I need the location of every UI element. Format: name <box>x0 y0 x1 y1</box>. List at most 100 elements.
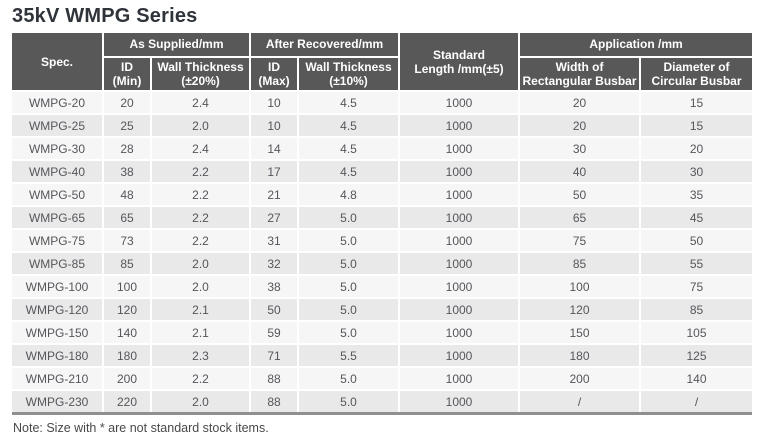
value-cell: 180 <box>519 344 642 369</box>
value-cell: 85 <box>519 252 642 277</box>
value-cell: 4.8 <box>298 183 401 208</box>
value-cell: 1000 <box>399 114 521 139</box>
spec-table: Spec. As Supplied/mm After Recovered/mm … <box>12 33 753 415</box>
value-cell: 1000 <box>399 367 521 392</box>
value-cell: 1000 <box>399 252 521 277</box>
value-cell: 200 <box>519 367 642 392</box>
value-cell: 1000 <box>399 137 521 162</box>
value-cell: 2.2 <box>151 367 252 392</box>
value-cell: 21 <box>250 183 300 208</box>
table-row: WMPG-120 120 2.1 50 5.0 1000 120 85 <box>12 298 753 323</box>
col-header-standard-length: Standard Length /mm(±5) <box>399 33 521 93</box>
value-cell: 5.0 <box>298 367 401 392</box>
table-row: WMPG-40 38 2.2 17 4.5 1000 40 30 <box>12 160 753 185</box>
value-cell: 85 <box>103 252 152 277</box>
footnote: Note: Size with * are not standard stock… <box>13 421 269 435</box>
spec-cell: WMPG-230 <box>12 390 104 414</box>
spec-cell: WMPG-25 <box>12 114 104 139</box>
value-cell: 14 <box>250 137 300 162</box>
value-cell: 85 <box>640 298 753 323</box>
value-cell: 73 <box>103 229 152 254</box>
value-cell: 59 <box>250 321 300 346</box>
table-row: WMPG-85 85 2.0 32 5.0 1000 85 55 <box>12 252 753 277</box>
value-cell: 48 <box>103 183 152 208</box>
table-body: WMPG-20 20 2.4 10 4.5 1000 20 15 WMPG-25 25 2.0 10 4… <box>12 91 753 414</box>
value-cell: 15 <box>640 91 753 116</box>
value-cell: 17 <box>250 160 300 185</box>
value-cell: 1000 <box>399 91 521 116</box>
col-header-diameter-circular-busbar: Diameter of Circular Busbar <box>640 57 753 93</box>
value-cell: 140 <box>103 321 152 346</box>
value-cell: 2.2 <box>151 183 252 208</box>
value-cell: 5.0 <box>298 275 401 300</box>
value-cell: 65 <box>519 206 642 231</box>
value-cell: 38 <box>250 275 300 300</box>
value-cell: 2.0 <box>151 275 252 300</box>
spec-cell: WMPG-210 <box>12 367 104 392</box>
col-header-wall-thickness-10: Wall Thickness (±10%) <box>298 57 401 93</box>
value-cell: 1000 <box>399 183 521 208</box>
value-cell: 120 <box>519 298 642 323</box>
value-cell: 28 <box>103 137 152 162</box>
header-sub-row: ID (Min) Wall Thickness (±20%) ID (Max) … <box>12 57 753 93</box>
spec-cell: WMPG-120 <box>12 298 104 323</box>
value-cell: 20 <box>519 114 642 139</box>
value-cell: 75 <box>640 275 753 300</box>
value-cell: 200 <box>103 367 152 392</box>
value-cell: 1000 <box>399 344 521 369</box>
spec-cell: WMPG-85 <box>12 252 104 277</box>
spec-cell: WMPG-100 <box>12 275 104 300</box>
value-cell: 31 <box>250 229 300 254</box>
table-row: WMPG-20 20 2.4 10 4.5 1000 20 15 <box>12 91 753 116</box>
value-cell: 1000 <box>399 390 521 414</box>
value-cell: 1000 <box>399 160 521 185</box>
value-cell: 38 <box>103 160 152 185</box>
value-cell: 100 <box>519 275 642 300</box>
value-cell: 10 <box>250 91 300 116</box>
value-cell: 140 <box>640 367 753 392</box>
table-row: WMPG-30 28 2.4 14 4.5 1000 30 20 <box>12 137 753 162</box>
value-cell: 105 <box>640 321 753 346</box>
value-cell: 71 <box>250 344 300 369</box>
value-cell: 2.1 <box>151 321 252 346</box>
value-cell: 50 <box>519 183 642 208</box>
col-header-id-min: ID (Min) <box>103 57 152 93</box>
table-row: WMPG-180 180 2.3 71 5.5 1000 180 125 <box>12 344 753 369</box>
table-header: Spec. As Supplied/mm After Recovered/mm … <box>12 33 753 93</box>
value-cell: 88 <box>250 390 300 414</box>
value-cell: 20 <box>519 91 642 116</box>
value-cell: 4.5 <box>298 91 401 116</box>
table-row: WMPG-65 65 2.2 27 5.0 1000 65 45 <box>12 206 753 231</box>
table-row: WMPG-210 200 2.2 88 5.0 1000 200 140 <box>12 367 753 392</box>
value-cell: 20 <box>103 91 152 116</box>
value-cell: 5.0 <box>298 321 401 346</box>
value-cell: 2.0 <box>151 114 252 139</box>
value-cell: 1000 <box>399 298 521 323</box>
value-cell: 32 <box>250 252 300 277</box>
value-cell: 30 <box>640 160 753 185</box>
spec-cell: WMPG-20 <box>12 91 104 116</box>
value-cell: 2.1 <box>151 298 252 323</box>
value-cell: 27 <box>250 206 300 231</box>
value-cell: 1000 <box>399 321 521 346</box>
col-header-wall-thickness-20: Wall Thickness (±20%) <box>151 57 252 93</box>
col-group-as-supplied: As Supplied/mm <box>103 33 252 58</box>
value-cell: 50 <box>250 298 300 323</box>
spec-cell: WMPG-40 <box>12 160 104 185</box>
header-group-row: Spec. As Supplied/mm After Recovered/mm … <box>12 33 753 93</box>
value-cell: 5.5 <box>298 344 401 369</box>
value-cell: 5.0 <box>298 390 401 414</box>
value-cell: 1000 <box>399 206 521 231</box>
value-cell: 2.2 <box>151 229 252 254</box>
value-cell: 88 <box>250 367 300 392</box>
value-cell: 35 <box>640 183 753 208</box>
value-cell: 4.5 <box>298 137 401 162</box>
value-cell: / <box>640 390 753 414</box>
value-cell: 5.0 <box>298 229 401 254</box>
value-cell: 2.4 <box>151 91 252 116</box>
value-cell: 40 <box>519 160 642 185</box>
table-row: WMPG-25 25 2.0 10 4.5 1000 20 15 <box>12 114 753 139</box>
spec-cell: WMPG-50 <box>12 183 104 208</box>
col-group-application: Application /mm <box>519 33 753 58</box>
